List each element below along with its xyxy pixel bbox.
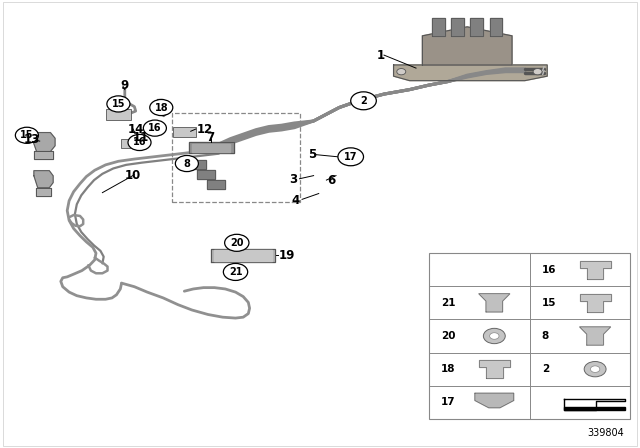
Circle shape: [490, 333, 499, 339]
Text: 10: 10: [125, 169, 141, 182]
Polygon shape: [192, 144, 230, 152]
Circle shape: [225, 234, 249, 251]
Text: 11: 11: [133, 131, 149, 145]
Text: 1: 1: [376, 48, 385, 62]
Text: 21: 21: [228, 267, 243, 277]
Text: 7: 7: [206, 131, 214, 145]
Text: 17: 17: [441, 397, 456, 407]
Text: 16: 16: [132, 138, 147, 147]
Text: 8: 8: [541, 331, 549, 341]
Text: 13: 13: [24, 133, 40, 146]
Polygon shape: [188, 160, 206, 169]
Text: 9: 9: [120, 78, 129, 92]
Circle shape: [143, 120, 166, 136]
Text: 4: 4: [291, 194, 300, 207]
Text: 16: 16: [541, 265, 556, 275]
Polygon shape: [580, 327, 611, 345]
Polygon shape: [564, 407, 625, 410]
Polygon shape: [470, 18, 483, 36]
Polygon shape: [580, 294, 611, 312]
Bar: [106, 109, 131, 120]
Text: 2: 2: [541, 364, 549, 374]
Polygon shape: [214, 250, 272, 261]
Polygon shape: [479, 360, 510, 378]
Circle shape: [128, 134, 151, 151]
Bar: [173, 127, 196, 137]
Bar: [429, 253, 630, 419]
Text: 16: 16: [148, 123, 162, 133]
Polygon shape: [475, 393, 514, 408]
Polygon shape: [479, 294, 510, 312]
Polygon shape: [35, 151, 52, 159]
Text: 20: 20: [230, 238, 244, 248]
Circle shape: [15, 127, 38, 143]
Text: 2: 2: [360, 96, 367, 106]
Polygon shape: [580, 261, 611, 279]
Text: 3: 3: [289, 172, 298, 186]
Text: 15: 15: [541, 298, 556, 308]
Text: 15: 15: [20, 130, 34, 140]
Polygon shape: [157, 99, 167, 116]
Text: 18: 18: [154, 103, 168, 112]
Circle shape: [483, 328, 505, 344]
Text: 8: 8: [184, 159, 190, 168]
Text: 20: 20: [441, 331, 456, 341]
Text: 15: 15: [111, 99, 125, 109]
Circle shape: [591, 366, 600, 372]
Circle shape: [397, 69, 406, 75]
Text: 5: 5: [308, 148, 317, 161]
Text: 6: 6: [328, 173, 336, 187]
Polygon shape: [32, 133, 55, 151]
Text: 12: 12: [197, 122, 213, 136]
Circle shape: [351, 92, 376, 110]
Polygon shape: [451, 18, 464, 36]
Polygon shape: [36, 188, 51, 196]
Circle shape: [338, 148, 364, 166]
Circle shape: [175, 155, 198, 172]
Polygon shape: [189, 142, 234, 153]
Polygon shape: [207, 180, 225, 189]
Circle shape: [533, 69, 542, 75]
Polygon shape: [432, 18, 445, 36]
Circle shape: [223, 263, 248, 280]
Text: 19: 19: [279, 249, 296, 262]
Text: 14: 14: [128, 123, 145, 137]
Text: 18: 18: [441, 364, 456, 374]
Circle shape: [584, 362, 606, 377]
Text: 17: 17: [344, 152, 358, 162]
Polygon shape: [422, 27, 512, 65]
Polygon shape: [211, 249, 275, 262]
Polygon shape: [34, 171, 53, 188]
Bar: [121, 139, 141, 148]
Text: 339804: 339804: [588, 428, 624, 438]
Polygon shape: [490, 18, 502, 36]
Polygon shape: [197, 170, 215, 179]
Bar: [172, 113, 300, 202]
Polygon shape: [394, 65, 547, 81]
Circle shape: [150, 99, 173, 116]
Text: 21: 21: [441, 298, 456, 308]
Circle shape: [107, 96, 130, 112]
